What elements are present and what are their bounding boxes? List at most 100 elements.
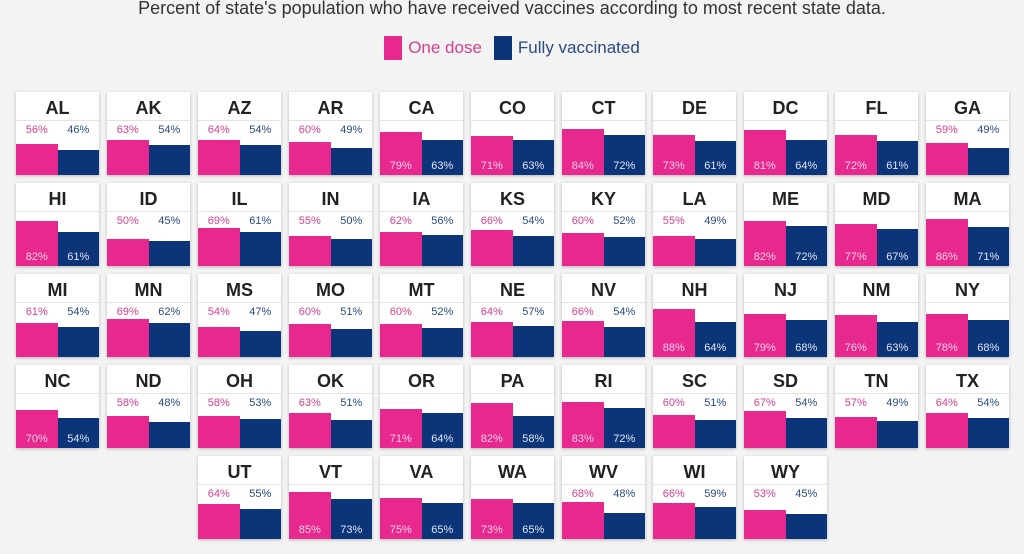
state-label: WA [471,456,554,485]
state-label: NM [835,274,918,303]
state-card-al: AL 56% 46% [16,92,99,175]
bar-fully-vaccinated [603,135,645,175]
label-fully-vaccinated: 49% [886,397,909,409]
state-label: OK [289,365,372,394]
label-fully-vaccinated: 54% [67,433,90,445]
state-label: FL [835,92,918,121]
bar-fully-vaccinated [603,512,645,539]
state-label: IL [198,183,281,212]
bar-one-dose [471,229,513,266]
bar-one-dose [380,131,422,175]
state-label: TX [926,365,1009,394]
label-fully-vaccinated: 61% [886,160,909,172]
bar-fully-vaccinated [239,508,281,539]
state-label: MD [835,183,918,212]
bar-fully-vaccinated [694,141,736,175]
bar-fully-vaccinated [421,328,463,357]
bar-one-dose [107,140,149,175]
bar-one-dose [380,231,422,266]
state-label: AR [289,92,372,121]
label-fully-vaccinated: 54% [249,124,272,136]
bar-one-dose [198,228,240,266]
label-fully-vaccinated: 61% [249,215,272,227]
label-one-dose: 60% [662,397,685,409]
bar-fully-vaccinated [967,226,1009,266]
bar-fully-vaccinated [785,226,827,266]
label-one-dose: 61% [25,306,48,318]
state-card-ut: UT 64% 55% [198,456,281,539]
bar-fully-vaccinated [694,239,736,266]
label-fully-vaccinated: 54% [158,124,181,136]
label-fully-vaccinated: 57% [522,306,545,318]
label-fully-vaccinated: 56% [431,215,454,227]
bar-fully-vaccinated [785,514,827,539]
bar-one-dose [289,324,331,357]
label-fully-vaccinated: 64% [431,433,454,445]
label-one-dose: 63% [298,397,321,409]
state-label: VT [289,456,372,485]
bar-fully-vaccinated [876,141,918,175]
state-card-ak: AK 63% 54% [107,92,190,175]
state-label: AL [16,92,99,121]
bar-one-dose [835,135,877,175]
state-card-ct: CT 84% 72% [562,92,645,175]
state-label: LA [653,183,736,212]
state-label: MT [380,274,463,303]
state-card-pa: PA 82% 58% [471,365,554,448]
bar-fully-vaccinated [148,421,190,448]
bar-one-dose [380,408,422,448]
label-one-dose: 79% [389,160,412,172]
label-one-dose: 72% [844,160,867,172]
bar-one-dose [471,135,513,175]
bar-fully-vaccinated [148,322,190,357]
label-one-dose: 76% [844,342,867,354]
state-label: OR [380,365,463,394]
bar-one-dose [107,416,149,448]
legend: One dose Fully vaccinated [0,36,1024,60]
state-card-ks: KS 66% 54% [471,183,554,266]
state-card-ny: NY 78% 68% [926,274,1009,357]
label-one-dose: 57% [844,397,867,409]
label-fully-vaccinated: 61% [704,160,727,172]
state-card-nv: NV 66% 54% [562,274,645,357]
bar-fully-vaccinated [967,148,1009,175]
label-one-dose: 70% [25,433,48,445]
state-label: PA [471,365,554,394]
label-one-dose: 53% [753,488,776,500]
state-card-dc: DC 81% 64% [744,92,827,175]
bar-one-dose [198,139,240,175]
state-label: NE [471,274,554,303]
label-one-dose: 68% [571,488,594,500]
label-one-dose: 66% [571,306,594,318]
label-fully-vaccinated: 50% [340,215,363,227]
label-one-dose: 84% [571,160,594,172]
label-fully-vaccinated: 55% [249,488,272,500]
bar-fully-vaccinated [330,419,372,448]
bar-one-dose [744,509,786,539]
bar-one-dose [289,235,331,266]
label-one-dose: 85% [298,524,321,536]
state-card-nd: ND 58% 48% [107,365,190,448]
state-card-co: CO 71% 63% [471,92,554,175]
state-card-ms: MS 54% 47% [198,274,281,357]
state-label: MO [289,274,372,303]
label-fully-vaccinated: 49% [340,124,363,136]
label-fully-vaccinated: 65% [522,524,545,536]
label-one-dose: 55% [298,215,321,227]
label-fully-vaccinated: 72% [613,433,636,445]
bar-one-dose [289,142,331,175]
label-fully-vaccinated: 73% [340,524,363,536]
bar-one-dose [198,327,240,357]
label-one-dose: 81% [753,160,776,172]
label-fully-vaccinated: 65% [431,524,454,536]
bar-fully-vaccinated [57,232,99,266]
label-one-dose: 88% [662,342,685,354]
label-one-dose: 62% [389,215,412,227]
state-card-oh: OH 58% 53% [198,365,281,448]
label-one-dose: 60% [389,306,412,318]
label-fully-vaccinated: 67% [886,251,909,263]
label-one-dose: 78% [935,342,958,354]
state-label: WY [744,456,827,485]
state-label: IN [289,183,372,212]
label-fully-vaccinated: 54% [67,306,90,318]
